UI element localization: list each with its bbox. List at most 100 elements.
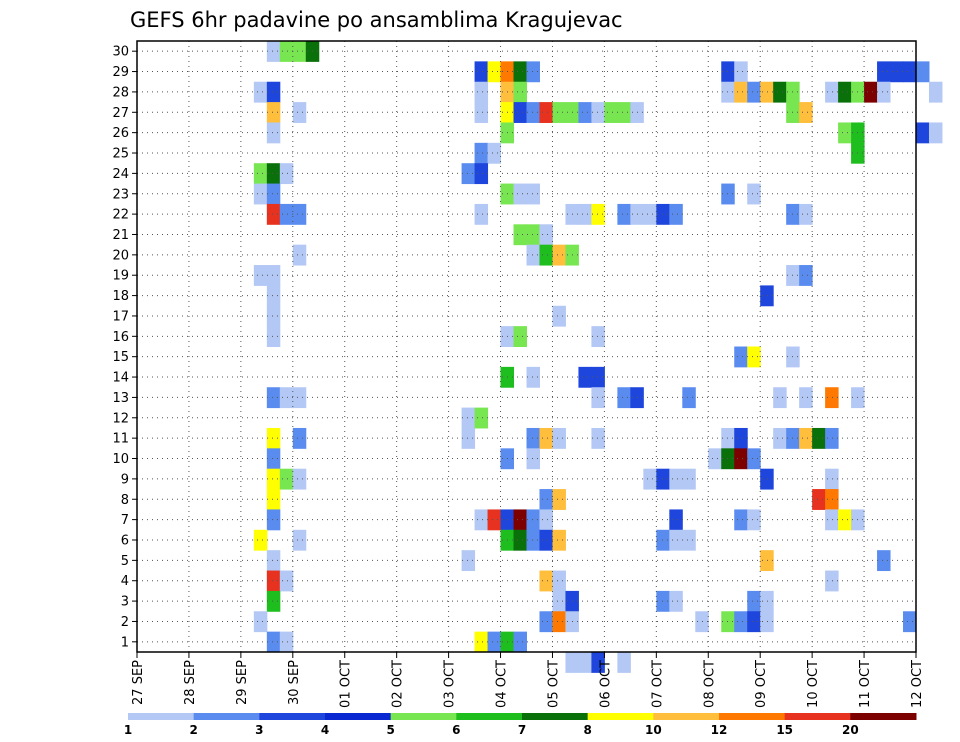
heatmap-cell (253, 529, 268, 551)
heatmap-cell (682, 387, 696, 409)
heatmap-cell (279, 163, 294, 185)
legend-label: 1 (124, 723, 132, 737)
heatmap-cell (266, 81, 281, 103)
heatmap-cell (773, 427, 787, 449)
heatmap-cell (461, 427, 476, 449)
x-tick-label: 08 OCT (702, 660, 717, 708)
heatmap-cell (266, 285, 281, 307)
heatmap-cell (266, 570, 281, 592)
heatmap-cell (513, 61, 527, 83)
heatmap-cell (266, 489, 281, 510)
heatmap-cell (513, 509, 527, 531)
y-tick-label: 2 (121, 615, 129, 630)
heatmap-cell (474, 102, 489, 123)
heatmap-cell (513, 102, 527, 123)
legend-swatch (259, 713, 326, 720)
heatmap-cell (487, 142, 502, 164)
heatmap-cell (474, 203, 489, 225)
heatmap-cell (539, 224, 553, 246)
heatmap-cell (539, 102, 553, 123)
y-tick-label: 17 (112, 309, 129, 324)
y-tick-label: 30 (112, 45, 129, 60)
heatmap-cell (552, 611, 566, 633)
heatmap-cell (552, 305, 566, 327)
legend-swatch (325, 713, 392, 720)
heatmap-cell (877, 61, 891, 83)
heatmap-cell (474, 631, 489, 653)
heatmap-cell (825, 468, 839, 490)
x-tick-label: 03 OCT (443, 660, 458, 708)
legend-swatch (653, 713, 720, 720)
heatmap-cell (253, 81, 268, 103)
x-tick-label: 12 OCT (910, 660, 925, 708)
heatmap-cell (266, 163, 281, 185)
heatmap-cell (292, 427, 307, 449)
heatmap-cell (643, 203, 657, 225)
x-tick-label: 28 SEP (183, 660, 198, 705)
heatmap-cell (279, 387, 294, 409)
heatmap-cell (253, 163, 268, 185)
x-tick-label: 01 OCT (339, 660, 354, 708)
x-axis: 27 SEP 28 SEP 29 SEP 30 SEP 01 OCT 02 OCT 03 O… (131, 652, 925, 708)
heatmap-cell (266, 326, 281, 347)
color-legend: 1 2 3 4 5 6 7 8 10 12 15 20 (124, 713, 917, 737)
heatmap-cell (591, 427, 605, 449)
heatmap-cell (734, 81, 748, 103)
heatmap-cell (266, 631, 281, 653)
heatmap-cell (656, 468, 670, 490)
heatmap-cell (552, 590, 566, 612)
y-tick-label: 1 (121, 635, 129, 650)
heatmap-cell (526, 102, 540, 123)
heatmap-cell (292, 529, 307, 551)
y-tick-label: 11 (112, 432, 129, 447)
heatmap-cell (552, 570, 566, 592)
heatmap-cell (474, 81, 489, 103)
heatmap-cell (669, 203, 683, 225)
y-tick-label: 12 (112, 411, 129, 426)
heatmap-cell (591, 652, 605, 673)
plot-area (136, 40, 943, 673)
heatmap-cell (279, 203, 294, 225)
heatmap-cell (526, 61, 540, 83)
x-tick-label: 10 OCT (806, 660, 821, 708)
heatmap-cell (643, 468, 657, 490)
heatmap-cell (825, 427, 839, 449)
y-tick-label: 18 (112, 289, 129, 304)
y-axis: 1234567891011121314151617181920212223242… (112, 45, 137, 650)
legend-label: 3 (255, 723, 263, 737)
heatmap-cell (266, 183, 281, 205)
heatmap-cell (903, 611, 917, 633)
x-tick-label: 04 OCT (495, 660, 510, 708)
x-tick-label: 05 OCT (546, 660, 561, 708)
heatmap-cell (552, 244, 566, 266)
heatmap-cell (266, 448, 281, 470)
heatmap-cell (578, 366, 592, 388)
heatmap-cell (734, 346, 748, 368)
heatmap-cell (825, 387, 839, 409)
y-tick-label: 10 (112, 452, 129, 467)
legend-label: 20 (842, 723, 859, 737)
heatmap-cell (487, 631, 502, 653)
heatmap-cell (877, 550, 891, 572)
heatmap-cell (708, 448, 722, 470)
heatmap-cell (266, 305, 281, 327)
y-tick-label: 16 (112, 330, 129, 345)
y-tick-label: 9 (121, 472, 129, 487)
y-tick-label: 23 (112, 187, 129, 202)
heatmap-cell (292, 102, 307, 123)
heatmap-cell (799, 427, 813, 449)
heatmap-cell (825, 509, 839, 531)
heatmap-cell (292, 203, 307, 225)
heatmap-cell (747, 346, 761, 368)
heatmap-cell (812, 427, 826, 449)
y-tick-label: 4 (121, 574, 129, 589)
y-tick-label: 29 (112, 65, 129, 80)
heatmap-cell (773, 387, 787, 409)
heatmap-cell (591, 326, 605, 347)
heatmap-cell (526, 366, 540, 388)
heatmap-cell (539, 509, 553, 531)
heatmap-cell (266, 468, 281, 490)
heatmap-cell (903, 61, 917, 83)
chart-title: GEFS 6hr padavine po ansamblima Kragujev… (130, 8, 623, 32)
y-tick-label: 14 (112, 371, 129, 386)
